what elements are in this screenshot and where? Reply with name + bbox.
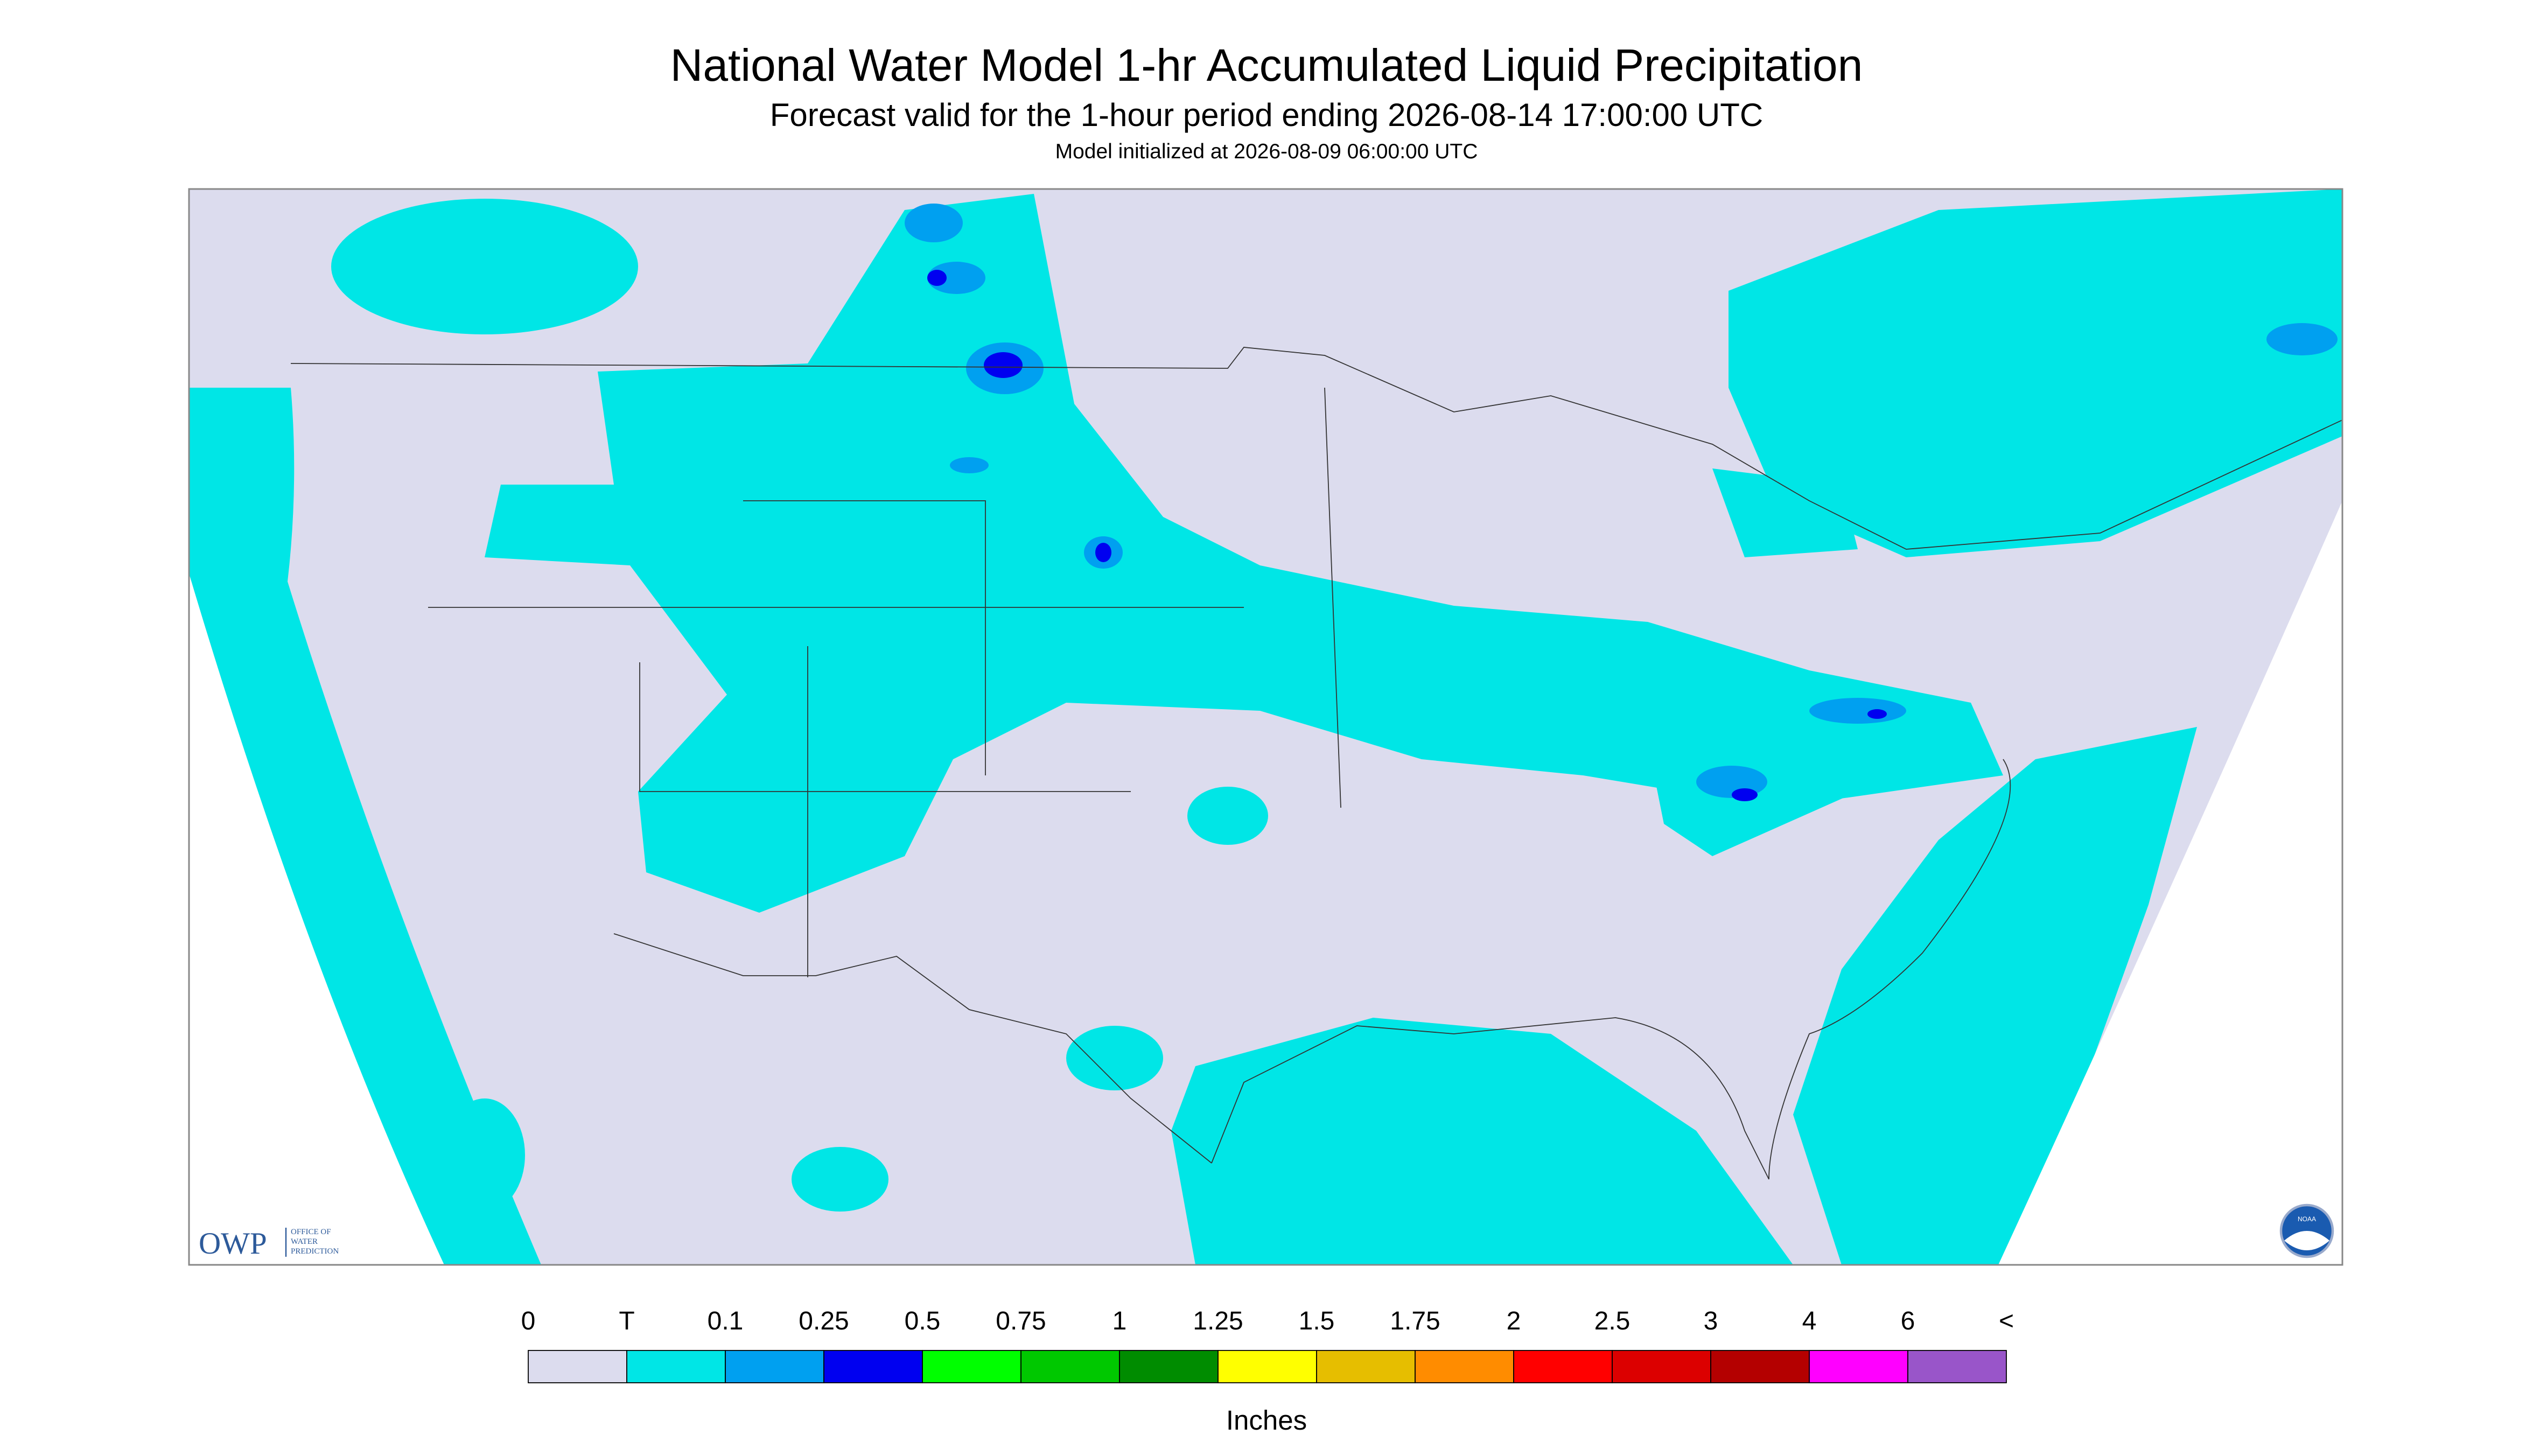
legend-label: 0.75: [996, 1307, 1046, 1335]
map-field: [189, 189, 2342, 1265]
legend-label: 6: [1901, 1307, 1915, 1335]
borders: [290, 347, 2342, 1180]
legend-units: Inches: [1226, 1405, 1307, 1436]
legend-swatch: [1809, 1350, 1908, 1383]
legend-swatch: [725, 1350, 824, 1383]
legend-label: 1.5: [1299, 1307, 1335, 1335]
subtitle: Forecast valid for the 1-hour period end…: [770, 97, 1763, 133]
owp-logo-text: PREDICTION: [291, 1247, 339, 1256]
legend-label: 1.75: [1390, 1307, 1440, 1335]
noaa-logo-text: NOAA: [2298, 1215, 2316, 1223]
legend-label: 2.5: [1594, 1307, 1631, 1335]
owp-logo: OWP: [199, 1227, 267, 1261]
legend-swatch: [922, 1350, 1021, 1383]
map-border: [188, 188, 2343, 1266]
legend-label: 1.25: [1193, 1307, 1243, 1335]
precip-trace: [189, 189, 2342, 1265]
legend-swatch: [1415, 1350, 1514, 1383]
legend-swatch: [626, 1350, 726, 1383]
legend-label: 4: [1802, 1307, 1817, 1335]
legend-label: 0: [521, 1307, 536, 1335]
legend-label: 1: [1112, 1307, 1127, 1335]
legend-swatch: [1710, 1350, 1810, 1383]
precip-moderate: [927, 270, 1887, 802]
legend-swatch: [1907, 1350, 2007, 1383]
noaa-logo-wave: [2284, 1231, 2329, 1251]
init-note: Model initialized at 2026-08-09 06:00:00…: [1055, 140, 1478, 163]
legend-label: 0.5: [905, 1307, 941, 1335]
legend-swatch: [1119, 1350, 1219, 1383]
legend-label: 2: [1507, 1307, 1521, 1335]
legend-label: 3: [1704, 1307, 1718, 1335]
legend-label: 0.1: [708, 1307, 744, 1335]
legend-swatch: [823, 1350, 923, 1383]
map: OWP OFFICE OF WATER PREDICTION NOAA: [188, 188, 2343, 1266]
owp-logo-text: OFFICE OF: [291, 1228, 331, 1236]
title: National Water Model 1-hr Accumulated Li…: [670, 40, 1863, 90]
legend-label: <: [1999, 1307, 2014, 1335]
legend-swatch: [1316, 1350, 1416, 1383]
legend-swatch: [1513, 1350, 1613, 1383]
legend-swatch: [1612, 1350, 1711, 1383]
legend-label: T: [619, 1307, 634, 1335]
owp-logo-text: WATER: [291, 1237, 318, 1246]
legend-swatch: [1217, 1350, 1317, 1383]
legend-swatch: [1020, 1350, 1120, 1383]
legend-swatch: [528, 1350, 627, 1383]
legend-label: 0.25: [799, 1307, 849, 1335]
legend: 0 T 0.1 0.25 0.5 0.75 1 1.25 1.5 1.75 2 2.5 3 4 6 <: [521, 1307, 2014, 1383]
